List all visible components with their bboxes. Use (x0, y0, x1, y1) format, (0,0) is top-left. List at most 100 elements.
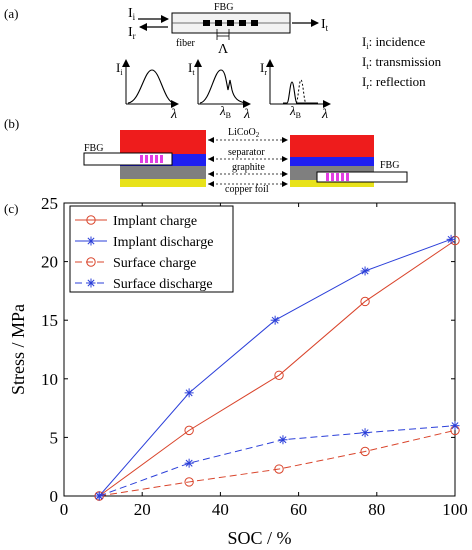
spectrum-curve (199, 69, 247, 104)
spectrum-curve (127, 69, 175, 104)
star-stroke (185, 459, 193, 467)
grating-bar (326, 173, 329, 181)
legend-entry: Implant discharge (75, 235, 213, 250)
legend-entry: Surface discharge (75, 277, 213, 292)
data-point (450, 421, 460, 431)
legend-label: Implant discharge (113, 235, 213, 250)
chart-legend: Implant charge Implant discharge Surface c… (69, 205, 234, 293)
star-stroke (451, 422, 459, 430)
cell-stack-right: FBG (290, 135, 408, 187)
grating-bar (346, 173, 349, 181)
star-stroke (447, 235, 455, 243)
grating-right (326, 173, 349, 181)
incident-label: Ii (128, 6, 136, 22)
fbg-fiber-left (83, 152, 173, 166)
grating-bar (331, 173, 334, 181)
legend-reflection: Ir: reflection (362, 74, 426, 91)
spectrum-marker-label: λB (289, 103, 301, 120)
legend-marker (86, 278, 96, 288)
x-tick-label: 40 (212, 500, 229, 519)
y-tick-label: 0 (50, 487, 59, 506)
series-line (99, 425, 456, 497)
cell-stack-left: FBG (83, 130, 206, 187)
star-stroke (87, 237, 95, 245)
fbg-label-left: FBG (84, 143, 103, 154)
grating-left (140, 155, 163, 163)
spectrum-y-label: Ii (116, 60, 123, 77)
legend-entry: Surface charge (75, 256, 196, 271)
legend-marker (86, 215, 96, 225)
data-point (360, 266, 370, 276)
spectrum-x-label: λ (321, 107, 328, 122)
graphite-callout: graphite (232, 162, 265, 173)
layer-callouts: LiCoO2 separator graphite copper foil (208, 127, 288, 195)
spectrum-y-label: It (188, 60, 195, 77)
x-tick-label: 100 (442, 500, 468, 519)
grating-bar (150, 155, 153, 163)
data-point (360, 428, 370, 438)
data-point (184, 458, 194, 468)
data-point (278, 435, 288, 445)
legend-label: Implant charge (113, 214, 197, 229)
grating-mark (203, 20, 210, 26)
legend-incidence: Ii: incidence (362, 34, 425, 51)
legend-label: Surface charge (113, 256, 196, 271)
y-tick-label: 5 (50, 428, 59, 447)
cathode-layer (120, 130, 206, 154)
spectrum-reflection: Ir λB λ (260, 59, 331, 122)
data-point (360, 446, 370, 457)
grating-bar (145, 155, 148, 163)
star-stroke (95, 492, 103, 500)
y-tick-label: 25 (41, 194, 58, 213)
symbol-legend: Ii: incidence It: transmission Ir: refle… (362, 34, 442, 91)
spectrum-marker-label: λB (219, 103, 231, 120)
transmitted-label: It (321, 17, 329, 33)
star-stroke (361, 429, 369, 437)
panel-c-label: (c) (4, 201, 18, 216)
copper-layer (120, 179, 206, 187)
series-line (99, 429, 456, 497)
fbg-label-a: FBG (214, 2, 233, 13)
data-point (360, 296, 370, 307)
x-tick-label: 0 (60, 500, 69, 519)
cathode-layer (290, 135, 374, 157)
star-stroke (185, 389, 193, 397)
grating-bar (140, 155, 143, 163)
data-point (94, 491, 104, 501)
grating-bar (155, 155, 158, 163)
legend-entry: Implant charge (75, 214, 197, 229)
star-stroke (279, 436, 287, 444)
legend-marker (86, 236, 96, 246)
star-stroke (87, 279, 95, 287)
y-axis-label: Stress / MPa (8, 304, 28, 395)
reflected-label: Ir (128, 25, 136, 41)
series-surface-charge (94, 425, 460, 501)
x-tick-label: 20 (134, 500, 151, 519)
spectrum-transmission: It λB λ (188, 59, 251, 122)
copper-layer (290, 180, 374, 187)
panel-b-label: (b) (4, 116, 19, 131)
grating-mark (239, 20, 246, 26)
grating-mark (215, 20, 222, 26)
data-point (274, 370, 284, 380)
star-stroke (271, 316, 279, 324)
spectrum-x-label: λ (243, 107, 250, 122)
grating-marks (203, 20, 258, 26)
y-tick-label: 20 (41, 253, 58, 272)
series-line (98, 240, 456, 497)
data-point (274, 464, 284, 474)
graphite-layer (120, 166, 206, 179)
separator-callout: separator (228, 147, 265, 158)
panel-c: (c) 0 20 40 60 80 100 0 5 10 15 20 25 SOC / % Stress … (4, 194, 468, 548)
fiber-label: fiber (176, 38, 196, 49)
spectrum-shifted-peak (295, 79, 307, 104)
panel-a: (a) Ii Ir FBG fiber Λ It Ii: incidence I… (4, 2, 442, 122)
spectrum-x-label: λ (170, 107, 177, 122)
y-tick-label: 15 (41, 311, 58, 330)
series-implant-charge (94, 235, 460, 501)
grating-bar (160, 155, 163, 163)
panel-b: (b) FBG (4, 116, 408, 195)
fbg-fiber-right (316, 171, 408, 183)
data-point (184, 477, 194, 487)
